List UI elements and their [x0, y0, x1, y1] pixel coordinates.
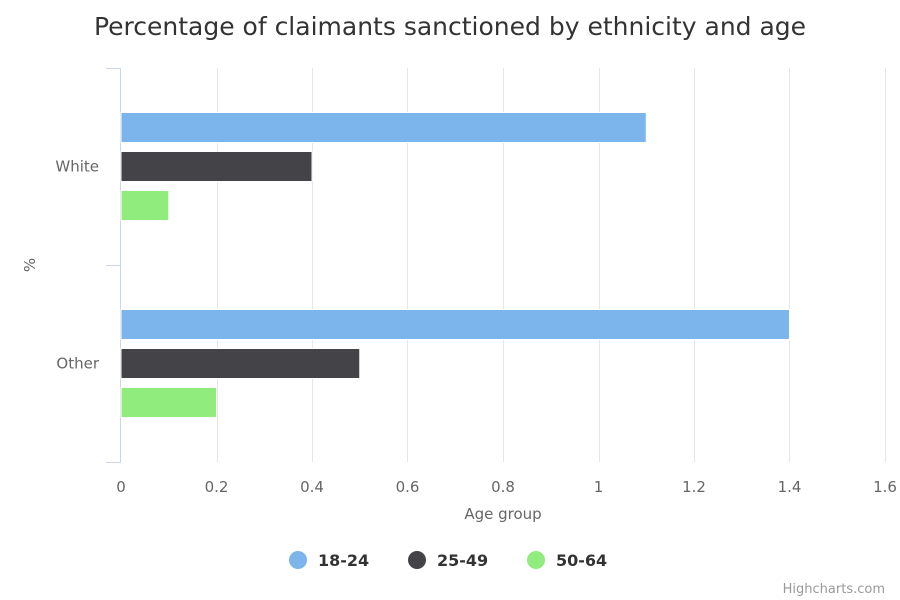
bars-layer: [120, 112, 790, 418]
bar-white-50-64[interactable]: [120, 190, 170, 221]
value-tick-label: 0.2: [205, 478, 229, 496]
axis-layer: [106, 68, 121, 463]
value-tick-label: 0.4: [300, 478, 324, 496]
value-tick-label: 1.2: [682, 478, 706, 496]
bar-white-18-24[interactable]: [120, 112, 647, 143]
legend-label: 18-24: [318, 551, 369, 570]
legend-item-50-64[interactable]: 50-64: [527, 551, 607, 570]
credits-link[interactable]: Highcharts.com: [783, 582, 885, 597]
legend-label: 50-64: [556, 551, 607, 570]
value-tick-label: 0.8: [491, 478, 515, 496]
legend-marker-icon: [289, 551, 307, 569]
legend-item-25-49[interactable]: 25-49: [408, 551, 488, 570]
legend-item-18-24[interactable]: 18-24: [289, 551, 369, 570]
value-tick-label: 1.4: [778, 478, 802, 496]
bar-other-18-24[interactable]: [120, 309, 790, 340]
legend: 18-24 25-49 50-64: [289, 551, 607, 570]
value-tick-label: 0: [116, 478, 126, 496]
bar-other-50-64[interactable]: [120, 387, 217, 418]
category-axis-title: %: [21, 258, 39, 272]
bar-other-25-49[interactable]: [120, 348, 361, 379]
legend-marker-icon: [527, 551, 545, 569]
value-axis-title: Age group: [464, 505, 541, 523]
value-tick-label: 1.6: [873, 478, 897, 496]
category-label-other: Other: [56, 355, 99, 373]
labels-layer: 0 0.2 0.4 0.6 0.8 1 1.2 1.4 1.6 White Other: [55, 158, 897, 497]
chart-title: Percentage of claimants sanctioned by et…: [94, 12, 806, 41]
legend-marker-icon: [408, 551, 426, 569]
value-tick-label: 0.6: [396, 478, 420, 496]
category-label-white: White: [55, 158, 99, 176]
legend-label: 25-49: [437, 551, 488, 570]
bar-white-25-49[interactable]: [120, 151, 313, 182]
value-tick-label: 1: [594, 478, 604, 496]
